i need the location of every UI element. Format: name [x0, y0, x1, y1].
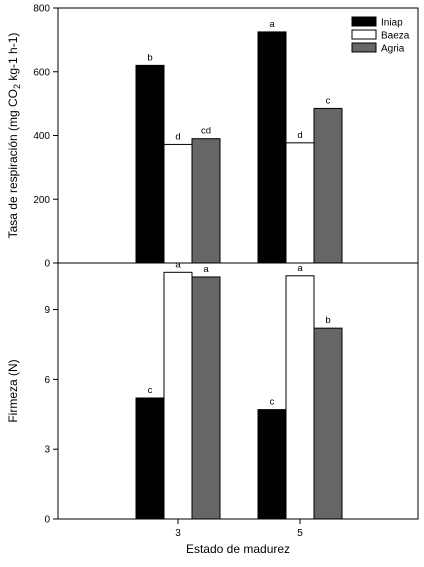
legend-label: Baeza: [381, 31, 410, 42]
y-axis-title-part: kg-1 h-1): [6, 33, 20, 84]
bar-label: d: [175, 131, 180, 142]
legend-swatch: [351, 16, 377, 27]
y-tick-label: 0: [44, 515, 50, 526]
y-tick-label: 200: [33, 195, 50, 206]
bar-label: b: [325, 315, 330, 326]
bar: [257, 31, 287, 264]
bar: [313, 107, 343, 264]
bar: [285, 142, 315, 264]
bar: [163, 271, 193, 520]
y-axis-title: Tasa de respiración (mg CO2 kg-1 h-1): [6, 33, 22, 239]
y-tick-label: 9: [44, 305, 50, 316]
y-tick-label: 600: [33, 67, 50, 78]
bar-label: c: [270, 397, 275, 408]
bar-label: a: [269, 19, 275, 30]
bar: [285, 275, 315, 520]
y-axis-title-subscript: 2: [12, 84, 22, 89]
y-axis-title-part: Tasa de respiración (mg CO: [6, 89, 20, 238]
plot-frame-2: [57, 262, 419, 520]
y-axis-title: Firmeza (N): [6, 359, 20, 422]
bar: [135, 64, 165, 264]
legend-label: Iniap: [381, 18, 403, 29]
y-tick-label: 400: [33, 131, 50, 142]
bar-label: a: [297, 263, 303, 274]
x-tick-label: 3: [175, 528, 181, 539]
bar-label: a: [175, 259, 181, 270]
y-tick-label: 0: [44, 259, 50, 270]
legend-label: Agria: [381, 44, 405, 55]
bar-label: d: [297, 130, 302, 141]
legend-swatch: [351, 29, 377, 40]
bar-label: c: [326, 95, 331, 106]
y-tick-label: 800: [33, 4, 50, 15]
bar-label: c: [148, 385, 153, 396]
bar: [313, 327, 343, 520]
bar: [191, 138, 221, 264]
y-tick-label: 6: [44, 375, 50, 386]
bar: [135, 397, 165, 520]
bar-label: a: [203, 264, 209, 275]
bar: [163, 143, 193, 264]
legend-swatch: [351, 42, 377, 53]
bar: [257, 409, 287, 520]
y-tick-label: 3: [44, 445, 50, 456]
x-tick-label: 5: [297, 528, 303, 539]
x-axis-title: Estado de madurez: [186, 542, 290, 556]
bar-label: b: [147, 52, 152, 63]
bar-label: cd: [201, 126, 211, 137]
bar: [191, 276, 221, 520]
